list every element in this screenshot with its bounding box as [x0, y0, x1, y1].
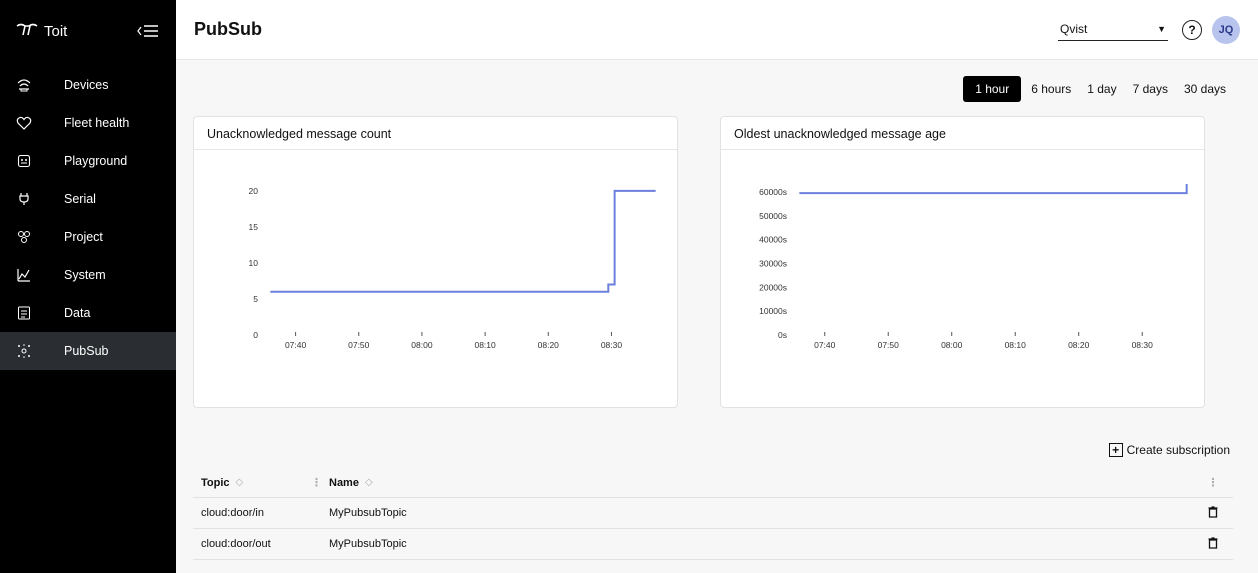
- brand-logo-link[interactable]: Toit: [16, 22, 67, 41]
- x-tick-label: 07:50: [878, 340, 900, 350]
- y-tick-label: 20: [249, 186, 259, 196]
- y-tick-label: 10: [249, 258, 259, 268]
- cell-name: MyPubsubTopic: [329, 507, 407, 519]
- x-tick-label: 07:50: [348, 340, 370, 350]
- y-tick-label: 50000s: [759, 211, 787, 221]
- delete-icon[interactable]: [1208, 536, 1218, 552]
- sidebar-item-label: Project: [64, 230, 103, 244]
- unacked-count-card: Unacknowledged message count 0 5 10 15 20 07:…: [193, 116, 678, 408]
- y-tick-label: 15: [249, 222, 259, 232]
- y-tick-label: 10000s: [759, 306, 787, 316]
- x-tick-label: 08:20: [538, 340, 560, 350]
- range-7-days[interactable]: 7 days: [1132, 82, 1168, 96]
- page-title: PubSub: [194, 19, 262, 39]
- x-tick-label: 08:10: [1005, 340, 1027, 350]
- sidebar-item-pubsub[interactable]: PubSub: [0, 332, 176, 370]
- chart-line-icon: [16, 267, 32, 283]
- collapse-sidebar-button[interactable]: [136, 23, 160, 39]
- chart-title: Oldest unacknowledged message age: [721, 117, 1204, 150]
- sidebar-item-devices[interactable]: Devices: [0, 66, 176, 104]
- sort-icon[interactable]: ◇: [235, 477, 244, 488]
- brand: Toit: [0, 0, 176, 62]
- sidebar-item-label: PubSub: [64, 344, 109, 358]
- delete-icon[interactable]: [1208, 505, 1218, 521]
- table-header: Topic ◇ ⋮ Name ◇ ⋮: [193, 468, 1233, 498]
- table-row[interactable]: cloud:door/in MyPubsubTopic: [193, 498, 1233, 529]
- menu-collapse-icon: [137, 25, 158, 37]
- x-tick-label: 08:20: [1068, 340, 1090, 350]
- help-icon[interactable]: ?: [1182, 19, 1202, 40]
- range-1-day[interactable]: 1 day: [1087, 82, 1117, 96]
- data-icon: [16, 305, 32, 321]
- sidebar-item-label: System: [64, 268, 106, 282]
- range-30-days[interactable]: 30 days: [1183, 82, 1226, 96]
- sort-icon[interactable]: ◇: [364, 477, 373, 488]
- sidebar-item-serial[interactable]: Serial: [0, 180, 176, 218]
- column-label: Topic: [201, 476, 230, 489]
- x-tick-label: 07:40: [285, 340, 307, 350]
- column-header-name[interactable]: Name ◇: [329, 477, 1193, 489]
- y-tick-label: 20000s: [759, 282, 787, 292]
- avatar[interactable]: JQ: [1212, 15, 1240, 44]
- plus-box-icon: +: [1108, 443, 1123, 457]
- column-header-topic[interactable]: Topic ◇: [193, 477, 311, 489]
- cell-topic: cloud:door/in: [201, 507, 264, 519]
- caret-down-icon: ▼: [1157, 24, 1166, 34]
- series-line: [799, 184, 1188, 195]
- sidebar-item-label: Devices: [64, 78, 109, 92]
- range-6-hours[interactable]: 6 hours: [1031, 82, 1072, 96]
- playground-icon: [16, 153, 32, 169]
- org-select[interactable]: Qvist ▼: [1058, 18, 1168, 41]
- toit-logo-icon: [16, 22, 38, 41]
- sidebar-item-label: Serial: [64, 192, 96, 206]
- range-1-hour[interactable]: 1 hour: [963, 76, 1022, 102]
- sidebar-item-system[interactable]: System: [0, 256, 176, 294]
- x-tick-label: 08:30: [601, 340, 623, 350]
- sidebar-nav: Devices Fleet health Playground Serial Proje…: [0, 66, 176, 370]
- oldest-age-card: Oldest unacknowledged message age 0s 1000…: [720, 116, 1205, 408]
- y-tick-label: 0s: [778, 330, 787, 340]
- table-row[interactable]: cloud:door/out MyPubsubTopic: [193, 529, 1233, 560]
- plug-icon: [16, 191, 32, 207]
- header: PubSub Qvist ▼ ? JQ: [176, 0, 1258, 60]
- sidebar-item-label: Playground: [64, 154, 128, 168]
- org-select-value: Qvist: [1060, 22, 1088, 36]
- y-tick-label: 40000s: [759, 235, 787, 245]
- cell-topic: cloud:door/out: [201, 538, 271, 550]
- column-menu-icon[interactable]: ⋮: [1207, 477, 1219, 489]
- subscriptions-table: Topic ◇ ⋮ Name ◇ ⋮ cloud:door/in MyPubsub…: [193, 468, 1233, 560]
- x-tick-label: 08:00: [411, 340, 433, 350]
- y-tick-label: 30000s: [759, 258, 787, 268]
- x-tick-label: 08:30: [1132, 340, 1154, 350]
- heart-icon: [16, 115, 32, 131]
- time-range-selector: 1 hour 6 hours 1 day 7 days 30 days: [963, 76, 1232, 102]
- column-label: Name: [329, 476, 359, 489]
- y-tick-label: 5: [253, 294, 258, 304]
- sidebar-item-playground[interactable]: Playground: [0, 142, 176, 180]
- create-subscription-label: Create subscription: [1126, 443, 1230, 457]
- brand-name: Toit: [44, 22, 68, 40]
- y-tick-label: 0: [253, 330, 258, 340]
- pubsub-icon: [16, 343, 32, 359]
- sidebar-item-label: Fleet health: [64, 116, 130, 130]
- sidebar-item-label: Data: [64, 306, 91, 320]
- column-menu-icon[interactable]: ⋮: [311, 477, 322, 489]
- sidebar: Toit Devices Fleet health Playground Serial…: [0, 0, 176, 573]
- create-subscription-button[interactable]: + Create subscription: [1108, 443, 1230, 457]
- cell-name: MyPubsubTopic: [329, 538, 407, 550]
- unacked-count-chart: 0 5 10 15 20 07:40 07:50 08:00 08:10 08:20 08:30: [249, 186, 656, 350]
- x-tick-label: 08:10: [474, 340, 496, 350]
- sidebar-item-data[interactable]: Data: [0, 294, 176, 332]
- project-icon: [16, 229, 32, 245]
- y-tick-label: 60000s: [759, 187, 787, 197]
- chart-title: Unacknowledged message count: [194, 117, 677, 150]
- sidebar-item-project[interactable]: Project: [0, 218, 176, 256]
- table-body: cloud:door/in MyPubsubTopic cloud:door/out…: [193, 498, 1233, 560]
- oldest-age-chart: 0s 10000s 20000s 30000s 40000s 50000s 60000s 07…: [759, 184, 1188, 350]
- x-tick-label: 08:00: [941, 340, 963, 350]
- sidebar-item-fleet-health[interactable]: Fleet health: [0, 104, 176, 142]
- series-line: [270, 189, 656, 293]
- devices-icon: [16, 77, 32, 93]
- x-tick-label: 07:40: [814, 340, 836, 350]
